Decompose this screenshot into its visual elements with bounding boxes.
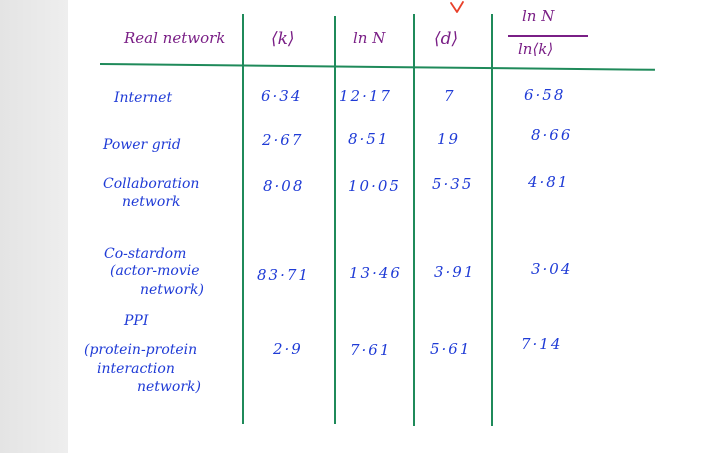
cell-avg-degree: 6·34 xyxy=(261,87,303,105)
column-divider-4 xyxy=(491,14,493,426)
row-label-line: Power grid xyxy=(103,137,181,153)
header-ratio-numerator: ln N xyxy=(522,7,555,25)
column-divider-1 xyxy=(242,14,244,424)
header-ln-n: ln N xyxy=(353,29,386,47)
cell-avg-degree: 2·9 xyxy=(273,340,303,358)
column-divider-3 xyxy=(413,14,415,426)
cell-ratio: 6·58 xyxy=(524,86,566,104)
row-label-line: Collaboration xyxy=(103,176,200,192)
cell-ln-n: 13·46 xyxy=(349,264,402,282)
row-label-line: (protein-protein xyxy=(84,342,198,358)
cell-ratio: 8·66 xyxy=(531,126,573,144)
row-label-line: Internet xyxy=(114,90,173,106)
cell-avg-distance: 5·35 xyxy=(432,175,474,193)
header-avg-degree: ⟨k⟩ xyxy=(271,29,295,49)
row-label-line: network xyxy=(122,194,181,210)
row-label-line: (actor-movie xyxy=(110,263,200,279)
cell-ln-n: 12·17 xyxy=(339,87,392,105)
cell-ratio: 7·14 xyxy=(521,335,563,353)
row-label-line: Co-stardom xyxy=(104,246,187,262)
header-ratio-denominator: ln⟨k⟩ xyxy=(518,40,554,58)
pointer-arrow-icon xyxy=(450,1,464,13)
writing-area xyxy=(68,0,717,453)
cell-avg-distance: 3·91 xyxy=(434,263,476,281)
cell-avg-distance: 5·61 xyxy=(430,340,472,358)
row-label-line: interaction xyxy=(97,361,175,377)
left-margin-shade xyxy=(0,0,68,453)
cell-ln-n: 7·61 xyxy=(350,341,392,359)
cell-ratio: 3·04 xyxy=(531,260,573,278)
header-fraction-bar xyxy=(508,35,588,37)
column-divider-2 xyxy=(334,16,336,424)
cell-ratio: 4·81 xyxy=(528,173,570,191)
cell-avg-distance: 7 xyxy=(444,87,456,105)
row-label-line: network) xyxy=(140,282,204,298)
cell-avg-degree: 2·67 xyxy=(262,131,304,149)
cell-ln-n: 10·05 xyxy=(348,177,401,195)
cell-avg-degree: 83·71 xyxy=(257,266,310,284)
header-avg-distance: ⟨d⟩ xyxy=(434,29,459,49)
row-label-line: network) xyxy=(137,379,201,395)
cell-ln-n: 8·51 xyxy=(348,130,390,148)
cell-avg-distance: 19 xyxy=(437,130,461,148)
header-real-network: Real network xyxy=(124,29,226,47)
row-label-line: PPI xyxy=(124,313,149,329)
cell-avg-degree: 8·08 xyxy=(263,177,305,195)
